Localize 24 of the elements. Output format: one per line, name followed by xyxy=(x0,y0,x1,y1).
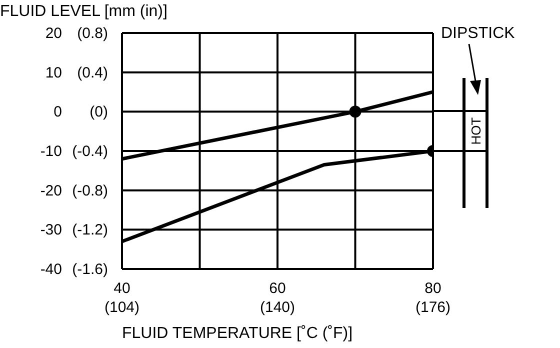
y2-tick-label: (-0.8) xyxy=(72,182,108,200)
y2-tick-label: (-0.4) xyxy=(72,143,108,160)
y-tick-label: 0 xyxy=(54,104,62,121)
y-tick-label: 20 xyxy=(45,25,62,42)
x-tick-label: 40 xyxy=(114,280,130,297)
y2-tick-label: (-1.6) xyxy=(72,261,108,278)
y-tick-label: -40 xyxy=(40,261,62,278)
x2-tick-label: (176) xyxy=(415,299,451,316)
y2-tick-label: (-1.2) xyxy=(72,222,108,239)
text: HOT xyxy=(468,117,484,145)
x-axis-title: FLUID TEMPERATURE [˚C (˚F)] xyxy=(122,325,353,342)
x-tick-label: 60 xyxy=(269,280,286,297)
y-tick-label: 10 xyxy=(45,64,62,82)
y-tick-label: -10 xyxy=(40,143,62,160)
x2-tick-label: (104) xyxy=(104,299,140,316)
y2-tick-label: (0) xyxy=(90,104,108,121)
x-tick-label: 80 xyxy=(424,280,442,297)
y2-tick-label: (0.8) xyxy=(77,25,108,42)
chart-title: FLUID LEVEL [mm (in)] xyxy=(0,3,168,20)
y2-tick-label: (0.4) xyxy=(77,64,108,82)
y-tick-label: -30 xyxy=(40,222,62,239)
y-tick-label: -20 xyxy=(40,182,62,200)
x2-tick-label: (140) xyxy=(260,299,296,316)
text: DIPSTICK xyxy=(441,25,516,42)
